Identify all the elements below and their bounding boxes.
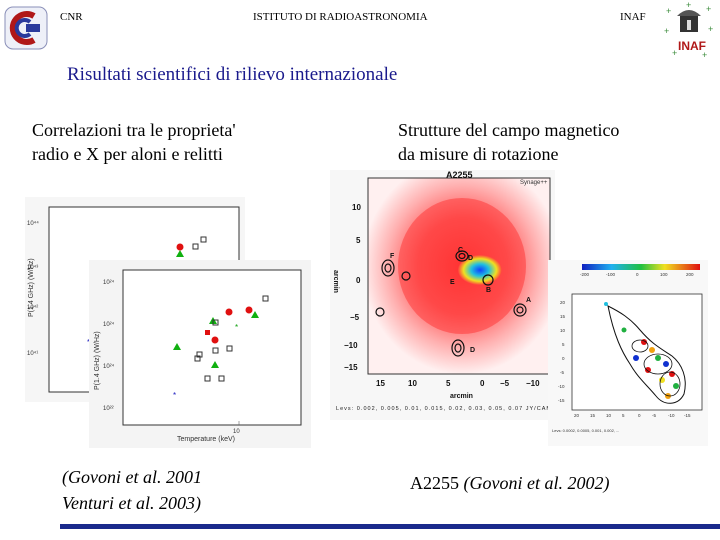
radio-map-ylabel: arcmin: [332, 270, 339, 293]
radio-map-ytick: 5: [356, 236, 361, 245]
front-scatter-plot-svg: 10²⁴ 10²⁴ 10²⁴ 10²² P(1.4 GHz) (W/Hz) 10 T…: [89, 260, 311, 448]
source-label: E: [450, 279, 455, 286]
svg-text:*: *: [87, 338, 90, 347]
right-heading-line1: Strutture del campo magnetico: [398, 120, 620, 140]
svg-text:Levs: 0.0002, 0.0005, 0.001, 0: Levs: 0.0002, 0.0005, 0.001, 0.002, ...: [552, 428, 619, 433]
radio-map-xtick: 15: [376, 379, 385, 388]
radio-map-xtick: −10: [526, 379, 540, 388]
radio-map-xtick: 10: [408, 379, 417, 388]
inset-xtick: 10: [606, 413, 612, 418]
right-heading: Strutture del campo magnetico da misure …: [398, 118, 619, 166]
radio-map-ytick: −10: [344, 341, 358, 350]
inset-xtick: -15: [684, 413, 691, 418]
radio-map-levels: Levs: 0.002, 0.005, 0.01, 0.015, 0.02, 0…: [336, 406, 551, 412]
radio-map-xtick: 5: [446, 379, 451, 388]
svg-text:P(1.4 GHz) (W/Hz): P(1.4 GHz) (W/Hz): [94, 331, 101, 390]
radio-map-xtick: −5: [500, 379, 510, 388]
radio-map-corner-label: Synage++: [520, 180, 548, 186]
footer-bar: [60, 524, 720, 529]
inset-colorbar-tick: 100: [660, 272, 668, 277]
svg-text:10⁴¹: 10⁴¹: [27, 350, 38, 357]
svg-text:+: +: [666, 6, 671, 16]
inset-xtick: 0: [638, 413, 641, 418]
inaf-logo-icon: + + + + + + +: [664, 0, 713, 60]
left-heading-line1: Correlazioni tra le proprieta': [32, 120, 236, 140]
radio-map-ytick: 0: [356, 276, 361, 285]
left-heading: Correlazioni tra le proprieta' radio e X…: [32, 118, 236, 166]
source-label: C: [458, 247, 463, 254]
inset-ytick: -5: [560, 370, 564, 375]
inset-colorbar-tick: 0: [636, 272, 639, 277]
inset-xtick: -10: [668, 413, 675, 418]
front-scatter-plot: 10²⁴ 10²⁴ 10²⁴ 10²² P(1.4 GHz) (W/Hz) 10 T…: [89, 260, 311, 448]
slide-title: Risultati scientifici di rilievo interna…: [67, 64, 398, 85]
source-label: A: [526, 297, 531, 304]
svg-text:10²⁴: 10²⁴: [103, 363, 115, 370]
radio-map-ytick: −15: [344, 363, 358, 372]
inset-xtick: -5: [652, 413, 656, 418]
radio-map-xlabel: arcmin: [450, 393, 473, 400]
source-label: B: [486, 287, 491, 294]
header-left-label: CNR: [60, 11, 83, 23]
right-heading-line2: da misure di rotazione: [398, 144, 559, 164]
inset-ytick: -15: [558, 398, 565, 403]
svg-text:P(1.4 GHz) (W/Hz): P(1.4 GHz) (W/Hz): [28, 258, 35, 317]
svg-text:10²⁴: 10²⁴: [103, 321, 115, 328]
svg-text:10²⁴: 10²⁴: [103, 279, 115, 286]
svg-text:+: +: [708, 24, 713, 34]
inset-ytick: 10: [560, 328, 566, 333]
svg-text:+: +: [686, 2, 691, 10]
header-institute-label: ISTITUTO DI RADIOASTRONOMIA: [253, 11, 428, 23]
inset-colorbar-tick: -100: [606, 272, 616, 277]
radio-map: A2255 Synage++ 10 5 0 −5 −10 −15 arcmin …: [330, 170, 555, 420]
rm-inset-map-svg: -200 -100 0 100 200 20 15 10 5 0 -5 -10 …: [548, 260, 708, 446]
inset-ytick: 15: [560, 314, 566, 319]
front-plot-xlabel: Temperature (keV): [177, 436, 235, 443]
svg-text:10⁴³: 10⁴³: [27, 264, 38, 271]
header-right-label: INAF: [620, 11, 646, 23]
inset-ytick: -10: [558, 384, 565, 389]
svg-text:10²²: 10²²: [103, 406, 114, 412]
inset-colorbar-tick: -200: [580, 272, 590, 277]
rm-inset-map: -200 -100 0 100 200 20 15 10 5 0 -5 -10 …: [548, 260, 708, 446]
left-heading-line2: radio e X per aloni e relitti: [32, 144, 223, 164]
left-citation-line2: Venturi et al. 2003): [62, 493, 201, 513]
inset-colorbar-tick: 200: [686, 272, 694, 277]
inaf-logo: + + + + + + +: [662, 0, 716, 60]
svg-text:+: +: [672, 48, 677, 58]
source-label: D: [468, 255, 473, 262]
source-label: D: [470, 347, 475, 354]
svg-text:*: *: [173, 391, 176, 400]
left-citation-line1: (Govoni et al. 2001: [62, 467, 202, 487]
left-citation: (Govoni et al. 2001 Venturi et al. 2003): [62, 464, 202, 516]
svg-text:10⁴²: 10⁴²: [27, 304, 38, 311]
right-citation-object: A2255: [410, 473, 464, 493]
inset-xtick: 5: [622, 413, 625, 418]
inset-ytick: 5: [562, 342, 565, 347]
inset-xtick: 20: [574, 413, 580, 418]
right-citation: A2255 (Govoni et al. 2002): [410, 470, 609, 496]
cnr-logo-icon: [4, 6, 48, 50]
cnr-logo: [4, 6, 48, 50]
inset-ytick: 20: [560, 300, 566, 305]
inaf-logo-label: INAF: [678, 39, 706, 53]
inset-ytick: 0: [562, 356, 565, 361]
inset-xtick: 15: [590, 413, 596, 418]
svg-text:+: +: [664, 26, 669, 36]
radio-map-title: A2255: [446, 170, 473, 180]
svg-text:+: +: [702, 50, 707, 60]
front-plot-xtick: 10: [233, 429, 240, 435]
radio-map-xtick: 0: [480, 379, 485, 388]
radio-map-svg: A2255 Synage++ 10 5 0 −5 −10 −15 arcmin …: [330, 170, 555, 420]
source-label: F: [390, 253, 395, 260]
svg-text:10⁴⁴: 10⁴⁴: [27, 220, 39, 227]
radio-map-ytick: 10: [352, 203, 361, 212]
right-citation-ref: (Govoni et al. 2002): [463, 473, 610, 493]
svg-text:+: +: [706, 4, 711, 14]
svg-text:*: *: [235, 323, 238, 332]
radio-map-ytick: −5: [350, 313, 360, 322]
